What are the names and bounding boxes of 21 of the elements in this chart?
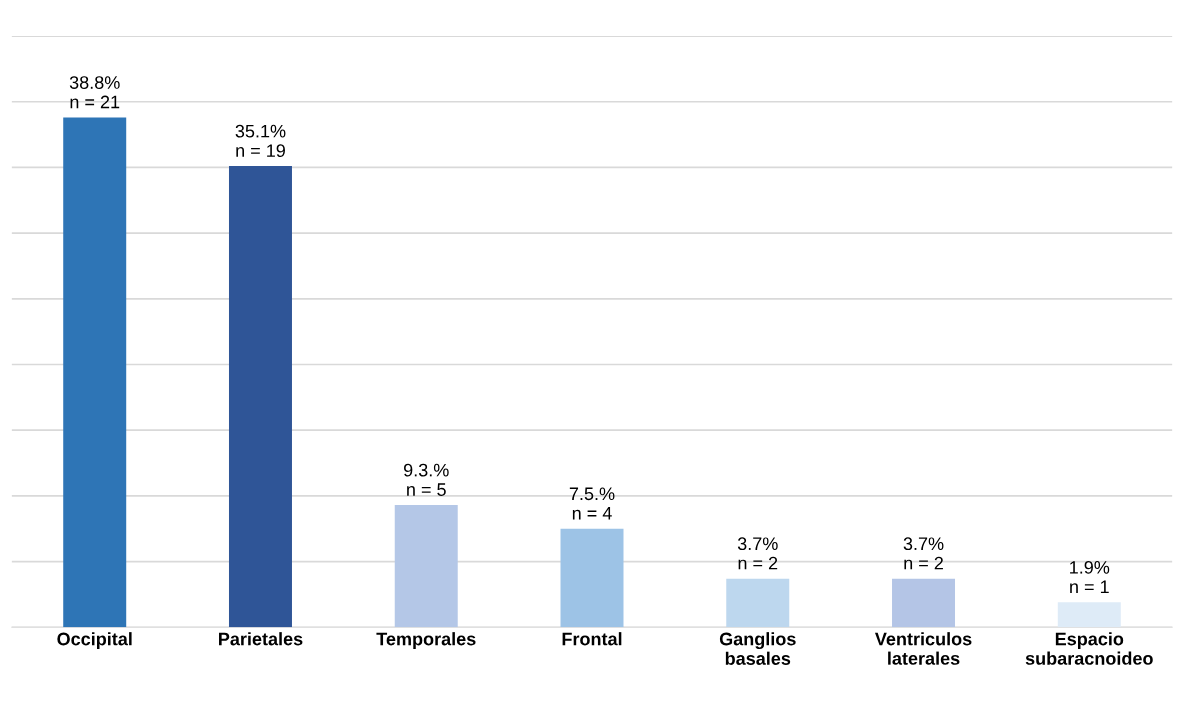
bar [228,166,292,628]
data-label: 38.8% n = 21 [69,76,120,109]
x-tick-label: Frontal [562,632,622,646]
x-tick-label: Ventriculos laterales [874,632,972,665]
data-label: 3.7% n = 2 [737,537,778,570]
bar [63,117,127,628]
x-tick-label: Occipital [57,632,132,649]
data-label: 3.7% n = 2 [903,537,944,570]
bar [892,578,956,628]
data-label: 9.3.% n = 5 [404,463,449,496]
x-tick-label: Temporales [376,632,476,649]
x-tick-label: Espacio subaracnoideo [1025,632,1153,665]
bar [726,578,790,628]
data-label: 35.1% n = 19 [235,124,286,157]
bar [394,505,458,628]
data-label: 1.9% n = 1 [1070,560,1110,594]
bar [1057,602,1121,628]
bar [560,528,624,628]
x-tick-label: Parietales [219,632,303,646]
x-tick-label: Ganglios basales [719,632,796,665]
data-label: 7.5.% n = 4 [569,487,615,520]
